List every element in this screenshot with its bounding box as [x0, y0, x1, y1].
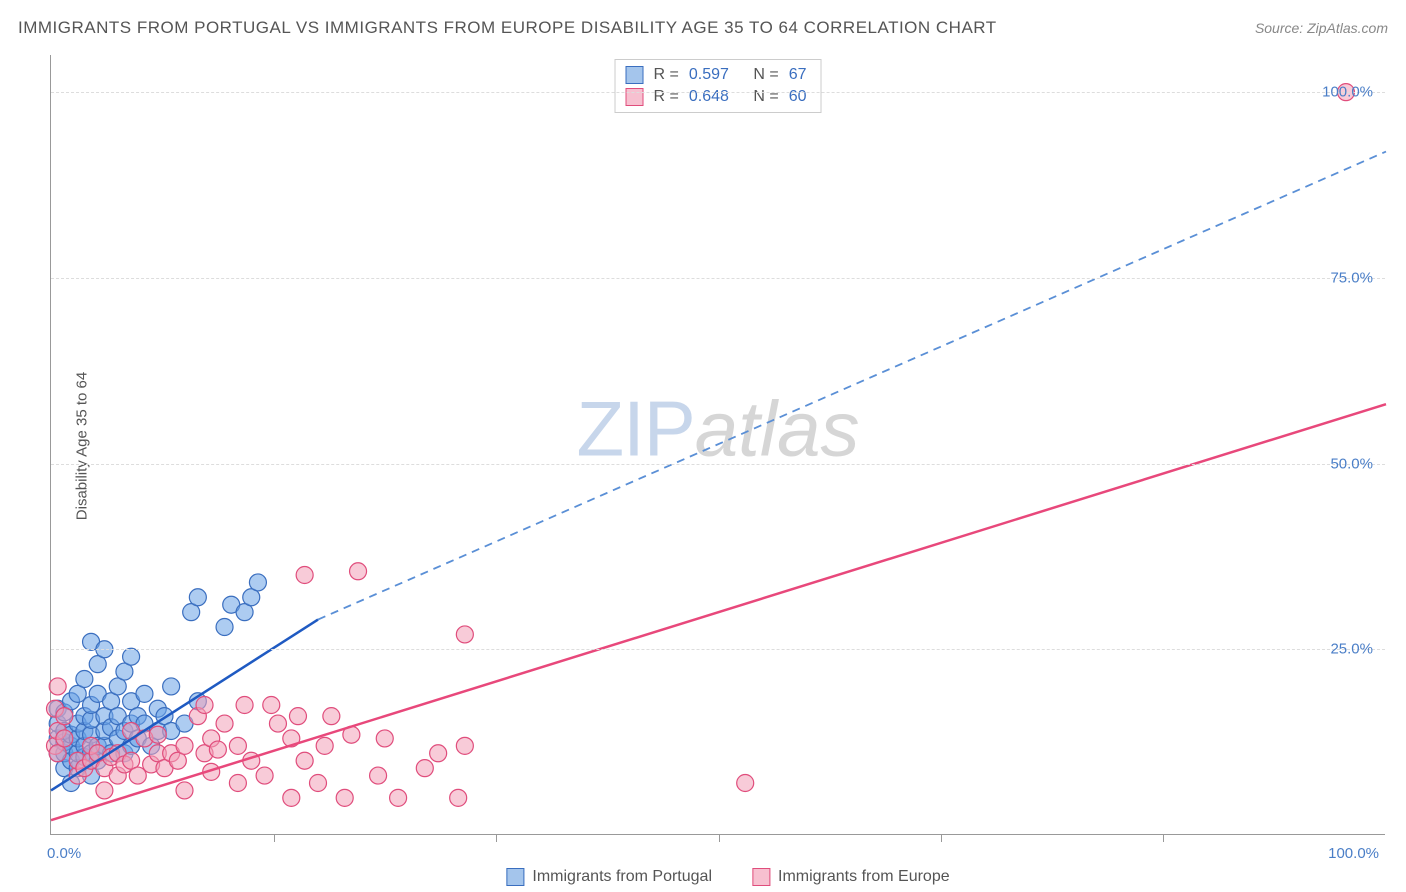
x-tick: [274, 834, 275, 842]
x-tick: [1163, 834, 1164, 842]
data-point-europe: [289, 708, 306, 725]
data-point-europe: [236, 697, 253, 714]
data-point-portugal: [123, 648, 140, 665]
y-tick-label: 100.0%: [1322, 84, 1373, 101]
data-point-europe: [269, 715, 286, 732]
data-point-europe: [56, 708, 73, 725]
source-label: Source: ZipAtlas.com: [1255, 20, 1388, 36]
gridline: [51, 92, 1385, 93]
legend-label: Immigrants from Portugal: [532, 868, 712, 886]
data-point-europe: [209, 741, 226, 758]
data-point-europe: [323, 708, 340, 725]
data-point-europe: [229, 737, 246, 754]
data-point-europe: [263, 697, 280, 714]
legend-item-portugal: Immigrants from Portugal: [506, 868, 712, 886]
x-tick-label-min: 0.0%: [47, 845, 81, 862]
data-point-europe: [430, 745, 447, 762]
data-point-europe: [456, 737, 473, 754]
data-point-europe: [296, 567, 313, 584]
data-point-europe: [283, 789, 300, 806]
gridline: [51, 278, 1385, 279]
data-point-europe: [310, 775, 327, 792]
legend-item-europe: Immigrants from Europe: [752, 868, 950, 886]
data-point-europe: [149, 726, 166, 743]
plot-area: ZIPatlas R = 0.597 N = 67 R = 0.648 N = …: [50, 55, 1385, 835]
data-point-portugal: [163, 678, 180, 695]
data-point-europe: [336, 789, 353, 806]
y-tick-label: 75.0%: [1330, 269, 1373, 286]
data-point-portugal: [76, 671, 93, 688]
data-point-portugal: [216, 619, 233, 636]
trend-line: [318, 152, 1386, 620]
gridline: [51, 649, 1385, 650]
data-point-europe: [737, 775, 754, 792]
x-tick: [496, 834, 497, 842]
swatch-pink-icon: [752, 868, 770, 886]
data-point-europe: [229, 775, 246, 792]
data-point-europe: [56, 730, 73, 747]
data-point-portugal: [189, 589, 206, 606]
data-point-europe: [416, 760, 433, 777]
y-tick-label: 25.0%: [1330, 641, 1373, 658]
data-point-europe: [196, 697, 213, 714]
data-point-europe: [176, 782, 193, 799]
chart-title: IMMIGRANTS FROM PORTUGAL VS IMMIGRANTS F…: [18, 18, 997, 38]
x-tick: [941, 834, 942, 842]
data-point-europe: [450, 789, 467, 806]
legend-label: Immigrants from Europe: [778, 868, 950, 886]
data-point-europe: [376, 730, 393, 747]
data-point-europe: [49, 678, 66, 695]
swatch-blue-icon: [506, 868, 524, 886]
data-point-europe: [456, 626, 473, 643]
data-point-europe: [316, 737, 333, 754]
x-tick-label-max: 100.0%: [1328, 845, 1379, 862]
data-point-portugal: [249, 574, 266, 591]
x-tick: [719, 834, 720, 842]
data-point-europe: [370, 767, 387, 784]
data-point-europe: [350, 563, 367, 580]
data-point-europe: [256, 767, 273, 784]
bottom-legend: Immigrants from Portugal Immigrants from…: [506, 868, 949, 886]
gridline: [51, 464, 1385, 465]
data-point-portugal: [136, 685, 153, 702]
data-point-europe: [176, 737, 193, 754]
title-row: IMMIGRANTS FROM PORTUGAL VS IMMIGRANTS F…: [18, 18, 1388, 38]
y-tick-label: 50.0%: [1330, 455, 1373, 472]
data-point-europe: [216, 715, 233, 732]
data-point-europe: [296, 752, 313, 769]
data-point-europe: [96, 782, 113, 799]
chart-svg: [51, 55, 1385, 834]
data-point-europe: [390, 789, 407, 806]
